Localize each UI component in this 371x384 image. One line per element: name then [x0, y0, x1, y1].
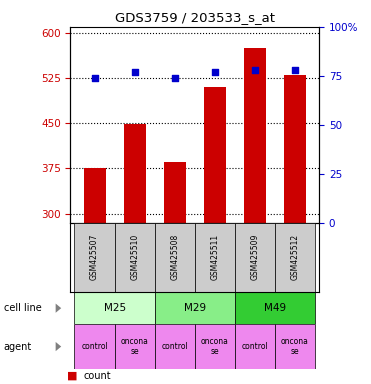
Text: GSM425507: GSM425507: [90, 234, 99, 280]
Text: GSM425508: GSM425508: [170, 234, 179, 280]
Bar: [235, 324, 275, 369]
Point: [172, 75, 178, 81]
Text: control: control: [81, 342, 108, 351]
Bar: [155, 223, 195, 292]
Text: oncona
se: oncona se: [121, 337, 148, 356]
Bar: [204, 87, 226, 223]
Bar: [83, 169, 106, 223]
Point: [92, 75, 98, 81]
Bar: [235, 223, 275, 292]
Bar: [75, 223, 115, 292]
Text: ■: ■: [67, 371, 77, 381]
Bar: [284, 75, 306, 223]
Point: [292, 67, 298, 73]
Bar: [235, 292, 315, 324]
Point: [212, 69, 218, 75]
Point: [252, 67, 258, 73]
Bar: [155, 324, 195, 369]
Text: oncona
se: oncona se: [281, 337, 309, 356]
Bar: [124, 124, 146, 223]
Bar: [244, 48, 266, 223]
Bar: [275, 223, 315, 292]
Title: GDS3759 / 203533_s_at: GDS3759 / 203533_s_at: [115, 11, 275, 24]
Text: GSM425510: GSM425510: [130, 234, 139, 280]
Text: GSM425512: GSM425512: [290, 234, 299, 280]
Bar: [195, 324, 235, 369]
Bar: [275, 324, 315, 369]
Text: GSM425511: GSM425511: [210, 234, 219, 280]
Bar: [75, 292, 155, 324]
Bar: [115, 223, 155, 292]
Text: oncona
se: oncona se: [201, 337, 229, 356]
Text: M29: M29: [184, 303, 206, 313]
Text: control: control: [242, 342, 268, 351]
Point: [132, 69, 138, 75]
Bar: [155, 292, 235, 324]
Bar: [115, 324, 155, 369]
Text: control: control: [161, 342, 188, 351]
Text: M25: M25: [104, 303, 126, 313]
Bar: [164, 162, 186, 223]
Text: count: count: [83, 371, 111, 381]
Text: cell line: cell line: [4, 303, 42, 313]
Text: GSM425509: GSM425509: [250, 234, 259, 280]
Bar: [75, 324, 115, 369]
Text: agent: agent: [4, 341, 32, 352]
Bar: [195, 223, 235, 292]
Text: M49: M49: [264, 303, 286, 313]
